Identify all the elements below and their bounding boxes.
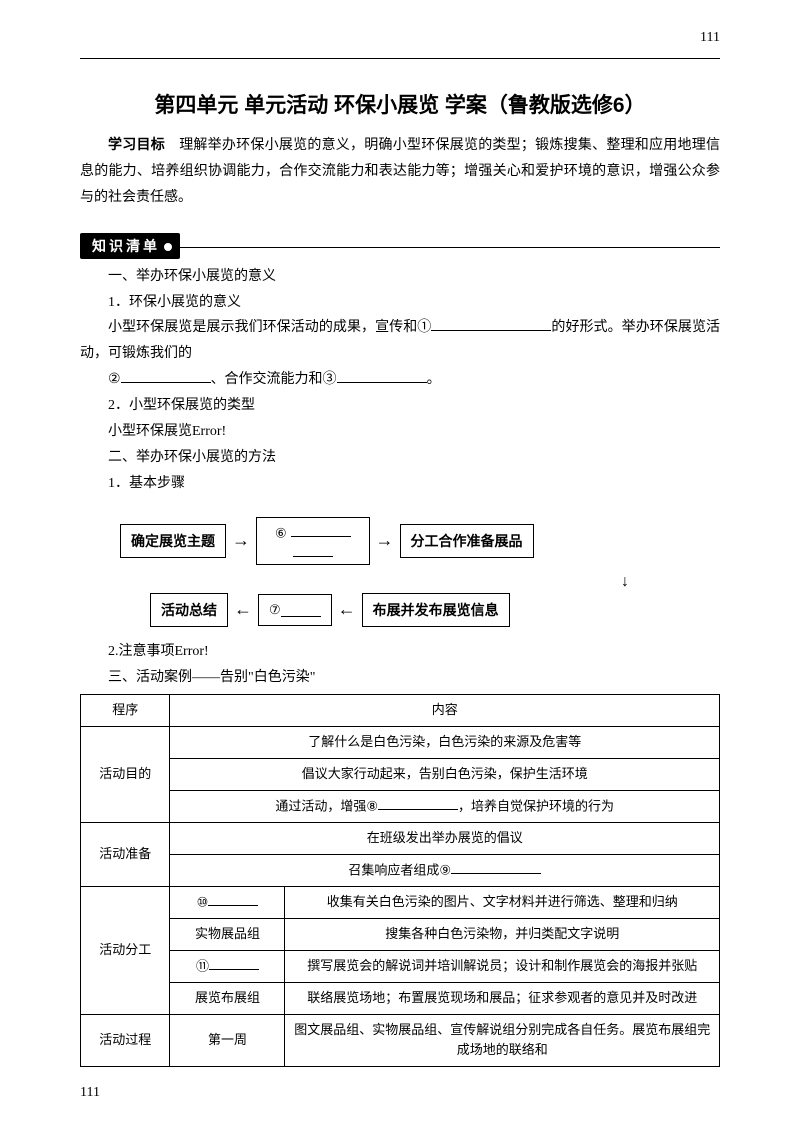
th-program: 程序	[81, 695, 170, 727]
td-purpose-label: 活动目的	[81, 727, 170, 823]
td-purpose-1: 了解什么是白色污染，白色污染的来源及危害等	[170, 727, 720, 759]
intro-label: 学习目标	[108, 138, 165, 153]
td-prep-2: 召集响应者组成⑨	[170, 854, 720, 886]
arrow-icon: →	[226, 530, 256, 551]
p1a: 小型环保展览是展示我们环保活动的成果，宣传和①	[108, 320, 431, 335]
blank-9[interactable]	[451, 860, 541, 874]
top-rule	[80, 58, 720, 59]
activity-table: 程序 内容 活动目的 了解什么是白色污染，白色污染的来源及危害等 倡议大家行动起…	[80, 694, 720, 1067]
flow-box-blank-7: ⑦	[258, 594, 332, 626]
para-1: 小型环保展览是展示我们环保活动的成果，宣传和①的好形式。举办环保展览活动，可锻炼…	[80, 315, 720, 367]
flowchart: 确定展览主题 → ⑥ → 分工合作准备展品 ↓ 活动总结 ← ⑦ ← 布展并发布…	[120, 517, 720, 627]
r1l3b: ，培养自觉保护环境的行为	[458, 798, 614, 813]
flow-box-blank-6: ⑥	[256, 517, 370, 565]
blank-6a[interactable]	[291, 522, 351, 537]
arrow-icon: ←	[332, 599, 362, 620]
td-div-2-text: 搜集各种白色污染物，并归类配文字说明	[285, 918, 720, 950]
blank-10[interactable]	[208, 892, 258, 906]
heading-1: 一、举办环保小展览的意义	[80, 264, 720, 290]
blank-8[interactable]	[378, 796, 458, 810]
td-div-2-label: 实物展品组	[170, 918, 285, 950]
circ-9: ⑨	[439, 862, 451, 877]
knowledge-badge: 知识清单	[80, 233, 180, 259]
flow-row-1: 确定展览主题 → ⑥ → 分工合作准备展品	[120, 517, 720, 565]
arrow-icon: ←	[228, 599, 258, 620]
r2l2a: 召集响应者组成	[348, 862, 439, 877]
heading-notes: 2.注意事项Error!	[80, 639, 720, 665]
section-badge-row: 知识清单	[80, 211, 720, 248]
intro-paragraph: 学习目标 理解举办环保小展览的意义，明确小型环保展览的类型；锻炼搜集、整理和应用…	[80, 133, 720, 211]
blank-2[interactable]	[121, 368, 211, 383]
td-div-4-text: 联络展览场地；布置展览现场和展品；征求参观者的意见并及时改进	[285, 982, 720, 1014]
p2b: 、合作交流能力和③	[211, 372, 337, 387]
circ-7: ⑦	[269, 602, 281, 618]
flow-row-2: 活动总结 ← ⑦ ← 布展并发布展览信息	[150, 593, 720, 627]
td-prep-label: 活动准备	[81, 822, 170, 886]
circ-11: ⑪	[196, 958, 209, 973]
heading-2: 二、举办环保小展览的方法	[80, 445, 720, 471]
table-row: 活动准备 在班级发出举办展览的倡议	[81, 822, 720, 854]
td-process-label: 活动过程	[81, 1014, 170, 1067]
heading-3: 三、活动案例——告别"白色污染"	[80, 665, 720, 691]
blank-11[interactable]	[209, 956, 259, 970]
p2a: ②	[108, 372, 121, 387]
table-row: 活动目的 了解什么是白色污染，白色污染的来源及危害等	[81, 727, 720, 759]
td-process-text: 图文展品组、实物展品组、宣传解说组分别完成各自任务。展览布展组完成场地的联络和	[285, 1014, 720, 1067]
document-title: 第四单元 单元活动 环保小展览 学案（鲁教版选修6）	[80, 89, 720, 119]
table-row: 活动过程 第一周 图文展品组、实物展品组、宣传解说组分别完成各自任务。展览布展组…	[81, 1014, 720, 1067]
flow-box-summary: 活动总结	[150, 593, 228, 627]
table-row: 实物展品组 搜集各种白色污染物，并归类配文字说明	[81, 918, 720, 950]
circ-10: ⑩	[197, 894, 209, 909]
table-row: 倡议大家行动起来，告别白色污染，保护生活环境	[81, 759, 720, 791]
table-row: 活动分工 ⑩ 收集有关白色污染的图片、文字材料并进行筛选、整理和归纳	[81, 886, 720, 918]
arrow-icon: →	[370, 530, 400, 551]
heading-1-2: 2．小型环保展览的类型	[80, 393, 720, 419]
flow-box-publish: 布展并发布展览信息	[362, 593, 510, 627]
td-div-3-text: 撰写展览会的解说词并培训解说员；设计和制作展览会的海报并张贴	[285, 950, 720, 982]
td-div-1-label: ⑩	[170, 886, 285, 918]
heading-2-1: 1．基本步骤	[80, 471, 720, 497]
table-header-row: 程序 内容	[81, 695, 720, 727]
td-div-1-text: 收集有关白色污染的图片、文字材料并进行筛选、整理和归纳	[285, 886, 720, 918]
table-row: ⑪ 撰写展览会的解说词并培训解说员；设计和制作展览会的海报并张贴	[81, 950, 720, 982]
para-3: 小型环保展览Error!	[80, 419, 720, 445]
blank-7[interactable]	[281, 602, 321, 617]
badge-rule	[180, 247, 720, 248]
page-number-bottom: 111	[80, 1085, 720, 1101]
blank-3[interactable]	[337, 368, 427, 383]
td-prep-1: 在班级发出举办展览的倡议	[170, 822, 720, 854]
td-div-3-label: ⑪	[170, 950, 285, 982]
circ-6: ⑥	[275, 525, 287, 540]
flow-box-topic: 确定展览主题	[120, 524, 226, 558]
flow-box-prepare: 分工合作准备展品	[400, 524, 534, 558]
td-purpose-3: 通过活动，增强⑧ ，培养自觉保护环境的行为	[170, 790, 720, 822]
heading-1-1: 1．环保小展览的意义	[80, 290, 720, 316]
p2c: 。	[427, 372, 441, 387]
blank-1[interactable]	[431, 316, 551, 331]
table-row: 通过活动，增强⑧ ，培养自觉保护环境的行为	[81, 790, 720, 822]
td-process-week: 第一周	[170, 1014, 285, 1067]
td-purpose-2: 倡议大家行动起来，告别白色污染，保护生活环境	[170, 759, 720, 791]
page-container: 111 第四单元 单元活动 环保小展览 学案（鲁教版选修6） 学习目标 理解举办…	[0, 0, 800, 1121]
table-row: 召集响应者组成⑨	[81, 854, 720, 886]
blank-6b[interactable]	[293, 541, 333, 556]
intro-text: 理解举办环保小展览的意义，明确小型环保展览的类型；锻炼搜集、整理和应用地理信息的…	[80, 138, 720, 205]
td-div-4-label: 展览布展组	[170, 982, 285, 1014]
page-number-top: 111	[700, 30, 720, 46]
para-2: ② 、合作交流能力和③ 。	[80, 367, 720, 393]
th-content: 内容	[170, 695, 720, 727]
table-row: 展览布展组 联络展览场地；布置展览现场和展品；征求参观者的意见并及时改进	[81, 982, 720, 1014]
down-arrow: ↓	[120, 573, 720, 591]
r1l3a: 通过活动，增强	[275, 798, 366, 813]
td-division-label: 活动分工	[81, 886, 170, 1014]
circ-8: ⑧	[366, 798, 378, 813]
